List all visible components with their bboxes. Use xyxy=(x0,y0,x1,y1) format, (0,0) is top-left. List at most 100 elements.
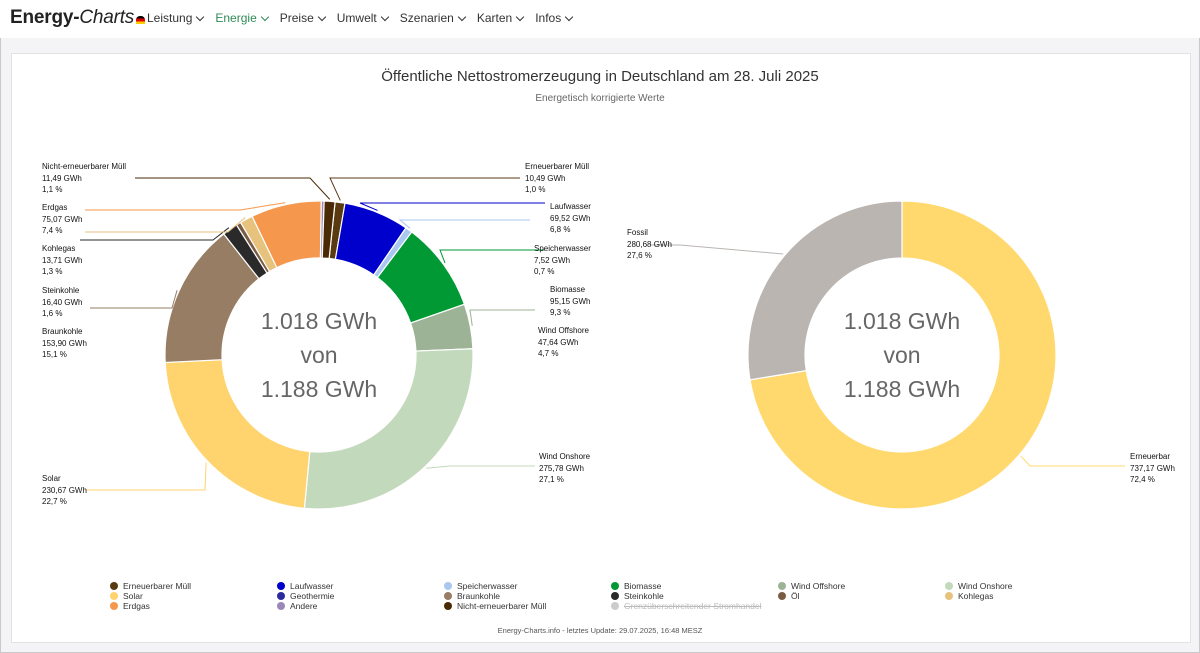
data-label-value-label: 10,49 GWh xyxy=(525,173,566,183)
legend-marker-icon xyxy=(444,592,452,600)
data-label-name: Wind Offshore xyxy=(538,326,589,335)
data-label-percent-label: 7,4 % xyxy=(42,226,63,235)
legend-item-geothermie[interactable]: Geothermie xyxy=(277,591,444,601)
legend-item-erneuerbarer-muell[interactable]: Erneuerbarer Müll xyxy=(110,581,277,591)
data-label-nicht-erneuerbarer-muell: Nicht-erneuerbarer Müll 11,49 GWh 1,1 % xyxy=(42,161,126,196)
nav-item-karten[interactable]: Karten xyxy=(477,11,525,25)
legend-label: Grenzüberschreitender Stromhandel xyxy=(624,601,762,611)
connector-kohlegas xyxy=(85,217,246,233)
data-label-value-label: 95,15 GWh xyxy=(550,296,591,306)
slice-solar[interactable] xyxy=(164,359,311,509)
data-label-name: Speicherwasser xyxy=(534,244,591,253)
chart-title: Öffentliche Nettostromerzeugung in Deuts… xyxy=(381,68,819,85)
legend-item-laufwasser[interactable]: Laufwasser xyxy=(277,581,444,591)
legend-item-grenzueberschreitender-stromhandel[interactable]: Grenzüberschreitender Stromhandel xyxy=(611,601,778,611)
connector-erneuerbarer-muell xyxy=(329,177,520,201)
legend-label: Erdgas xyxy=(123,601,150,611)
legend-item-nicht-erneuerbarer-muell[interactable]: Nicht-erneuerbarer Müll xyxy=(444,601,611,611)
nav-item-label: Energie xyxy=(215,11,257,25)
legend-marker-icon xyxy=(277,602,285,610)
legend-item-andere[interactable]: Andere xyxy=(277,601,444,611)
legend-marker-icon xyxy=(611,602,619,610)
legend-item-steinkohle[interactable]: Steinkohle xyxy=(611,591,778,601)
legend-marker-icon xyxy=(110,592,118,600)
legend-marker-icon xyxy=(277,592,285,600)
nav-item-leistung[interactable]: Leistung xyxy=(147,11,205,25)
data-label-percent-label: 72,4 % xyxy=(1130,475,1155,484)
legend-label: Wind Offshore xyxy=(791,581,846,591)
data-label-percent-label: 22,7 % xyxy=(42,497,67,506)
logo[interactable]: Energy-Charts xyxy=(10,7,146,29)
data-label-steinkohle: Steinkohle 16,40 GWh 1,6 % xyxy=(42,285,82,320)
legend-item-braunkohle[interactable]: Braunkohle xyxy=(444,591,611,601)
center-line: von xyxy=(883,342,921,368)
data-label-name: Erdgas xyxy=(42,203,68,212)
data-label-name: Laufwasser xyxy=(550,202,591,211)
nav-item-label: Leistung xyxy=(147,11,193,25)
legend-marker-icon xyxy=(778,582,786,590)
legend-label: Braunkohle xyxy=(457,591,501,601)
nav-item-umwelt[interactable]: Umwelt xyxy=(337,11,390,25)
center-line: 1.018 GWh xyxy=(843,308,961,334)
data-label-value-label: 13,71 GWh xyxy=(42,255,83,265)
legend-marker-icon xyxy=(945,582,953,590)
legend-label: Erneuerbarer Müll xyxy=(123,581,192,591)
nav-item-infos[interactable]: Infos xyxy=(535,11,574,25)
legend-label: Kohlegas xyxy=(958,591,994,601)
legend-item-wind-onshore[interactable]: Wind Onshore xyxy=(945,581,1112,591)
center-text-left: 1.018 GWh von 1.188 GWh xyxy=(219,304,419,406)
data-label-percent-label: 6,8 % xyxy=(550,225,571,234)
data-label-erneuerbarer-muell: Erneuerbarer Müll 10,49 GWh 1,0 % xyxy=(525,161,589,196)
legend-label: Andere xyxy=(290,601,318,611)
data-label-speicherwasser: Speicherwasser 7,52 GWh 0,7 % xyxy=(534,243,591,278)
data-label-laufwasser: Laufwasser 69,52 GWh 6,8 % xyxy=(550,201,591,236)
connector-wind-onshore xyxy=(426,465,535,469)
data-label-name: Wind Onshore xyxy=(539,452,591,461)
legend-item-speicherwasser[interactable]: Speicherwasser xyxy=(444,581,611,591)
data-label-value-label: 16,40 GWh xyxy=(42,297,83,307)
legend-item-biomasse[interactable]: Biomasse xyxy=(611,581,778,591)
legend-item-kohlegas[interactable]: Kohlegas xyxy=(945,591,1112,601)
nav-item-label: Preise xyxy=(279,11,314,25)
legend-item-solar[interactable]: Solar xyxy=(110,591,277,601)
connector-solar xyxy=(85,462,207,491)
connector-nicht-erneuerbarer-muell xyxy=(135,177,331,200)
legend-item-erdgas[interactable]: Erdgas xyxy=(110,601,277,611)
center-line: von xyxy=(300,342,338,368)
connector-braunkohle xyxy=(90,290,178,309)
data-label-name: Steinkohle xyxy=(42,286,80,295)
connector-erneuerbar xyxy=(1020,455,1125,467)
connector-steinkohle xyxy=(80,227,230,241)
slice-erneuerbar[interactable] xyxy=(749,200,1057,510)
legend-marker-icon xyxy=(611,592,619,600)
legend-label: Biomasse xyxy=(624,581,662,591)
nav-item-label: Infos xyxy=(535,11,562,25)
data-label-braunkohle: Braunkohle 153,90 GWh 15,1 % xyxy=(42,326,87,361)
data-label-percent-label: 27,1 % xyxy=(539,475,564,484)
german-flag-icon xyxy=(136,16,146,24)
data-label-value-label: 280,68 GWh xyxy=(627,239,672,249)
data-label-name: Biomasse xyxy=(550,285,586,294)
legend-item-oel[interactable]: Öl xyxy=(778,591,945,601)
nav-item-szenarien[interactable]: Szenarien xyxy=(400,11,467,25)
data-label-value-label: 153,90 GWh xyxy=(42,338,87,348)
nav-item-energie[interactable]: Energie xyxy=(215,11,269,25)
nav-item-preise[interactable]: Preise xyxy=(280,11,327,25)
legend-item-wind-offshore[interactable]: Wind Offshore xyxy=(778,581,945,591)
data-label-value-label: 275,78 GWh xyxy=(539,463,584,473)
slice-wind-onshore[interactable] xyxy=(303,348,474,510)
footer-update-info: Energy-Charts.info - letztes Update: 29.… xyxy=(497,626,703,635)
legend-label: Öl xyxy=(791,591,800,601)
data-label-name: Erneuerbar xyxy=(1130,452,1171,461)
data-label-percent-label: 1,1 % xyxy=(42,185,63,194)
legend-marker-icon xyxy=(277,582,285,590)
legend-label: Laufwasser xyxy=(290,581,334,591)
data-label-value-label: 737,17 GWh xyxy=(1130,463,1175,473)
legend-marker-icon xyxy=(611,582,619,590)
slice-fossil[interactable] xyxy=(747,200,903,381)
chart-legend: Erneuerbarer Müll Laufwasser Speicherwasse… xyxy=(110,581,1170,611)
data-label-erneuerbar: Erneuerbar 737,17 GWh 72,4 % xyxy=(1130,451,1175,486)
data-label-name: Fossil xyxy=(627,228,648,237)
data-label-name: Erneuerbarer Müll xyxy=(525,162,590,171)
slice-nicht-erneuerbarer-muell[interactable] xyxy=(321,200,336,260)
